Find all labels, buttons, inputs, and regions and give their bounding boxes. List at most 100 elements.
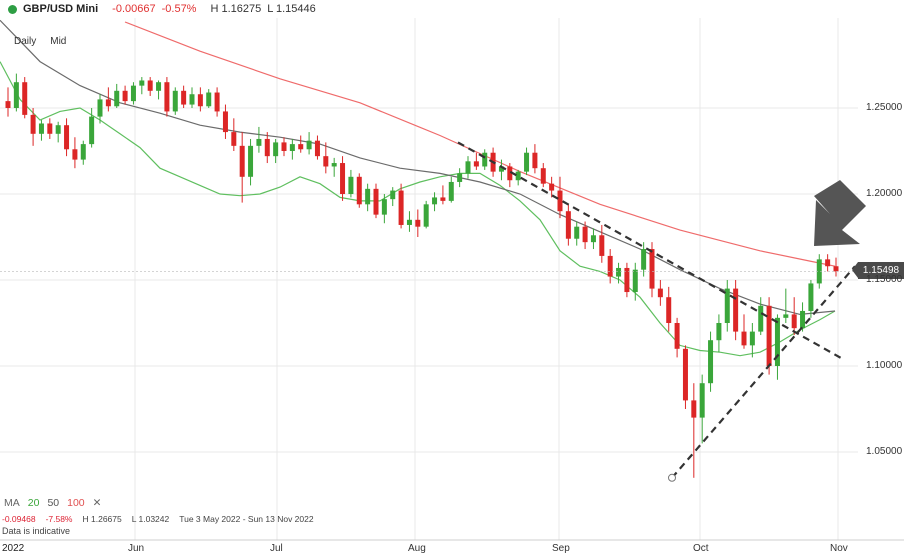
candle — [323, 142, 329, 174]
candle-body — [816, 259, 822, 284]
candle-body — [415, 219, 421, 227]
y-tick-label: 1.15000 — [866, 274, 903, 285]
candle — [766, 297, 772, 375]
chart-header: GBP/USD Mini -0.00667 -0.57% H 1.16275 L… — [0, 0, 904, 18]
candle-body — [47, 123, 53, 134]
candle-body — [524, 152, 530, 172]
candle-body — [72, 149, 78, 160]
close-icon[interactable]: ✕ — [92, 497, 102, 509]
candle-body — [323, 156, 329, 167]
ma50-label[interactable]: 50 — [47, 497, 60, 509]
candle-body — [89, 116, 95, 145]
candle — [340, 156, 346, 201]
candle — [80, 140, 86, 165]
candle — [800, 302, 806, 332]
candle — [373, 183, 379, 219]
candle — [281, 137, 287, 157]
ma-50-line — [0, 19, 836, 316]
chart-grid — [0, 18, 904, 541]
candle — [30, 108, 36, 146]
candle-body — [423, 204, 429, 227]
candle — [599, 224, 605, 263]
candle — [38, 120, 44, 141]
candle — [22, 77, 28, 119]
candle — [607, 249, 613, 284]
candle-body — [808, 283, 814, 311]
price-change: -0.00667 — [112, 3, 156, 15]
range-change-pct: -7.58% — [45, 514, 73, 524]
instrument-symbol[interactable]: GBP/USD Mini — [23, 3, 99, 15]
candle — [582, 221, 588, 250]
candle — [172, 87, 178, 115]
candle — [5, 87, 11, 117]
candle-body — [699, 383, 705, 418]
candle-body — [298, 144, 304, 150]
ma20-label[interactable]: 20 — [27, 497, 40, 509]
candle-body — [607, 255, 613, 277]
candle — [306, 132, 312, 155]
candle — [833, 257, 839, 277]
candle-body — [13, 82, 19, 108]
session-low: L 1.15446 — [267, 3, 316, 15]
x-tick-label: Sep — [552, 543, 570, 554]
candle-body — [381, 199, 387, 215]
candle — [758, 297, 764, 336]
candle — [448, 176, 454, 203]
candle — [616, 262, 622, 284]
interval-selector[interactable]: Daily — [14, 36, 37, 47]
range-dates: Tue 3 May 2022 - Sun 13 Nov 2022 — [179, 514, 314, 524]
candle-body — [248, 145, 254, 177]
candle-body — [97, 99, 103, 117]
candle — [398, 183, 404, 229]
candle — [381, 194, 387, 224]
candle — [231, 118, 237, 151]
candle — [641, 242, 647, 277]
candle — [390, 187, 396, 207]
candle — [816, 254, 822, 289]
x-tick-label: Nov — [830, 543, 848, 554]
candle-body — [398, 190, 404, 225]
candle-body — [306, 140, 312, 150]
candle — [256, 126, 262, 153]
candle — [206, 89, 212, 108]
candle-body — [356, 176, 362, 205]
ma100-label[interactable]: 100 — [67, 497, 85, 509]
y-tick-label: 1.10000 — [866, 360, 903, 371]
candle-body — [289, 144, 295, 151]
candle-body — [532, 152, 538, 169]
candle-body — [373, 188, 379, 215]
candle — [72, 137, 78, 169]
candle — [708, 331, 714, 392]
indicator-label[interactable]: MA — [4, 497, 20, 509]
price-change-pct: -0.57% — [161, 3, 197, 15]
candle — [298, 135, 304, 153]
candle-body — [130, 85, 136, 102]
range-change: -0.09468 — [2, 514, 36, 524]
candle-body — [657, 288, 663, 298]
candle-body — [38, 123, 44, 134]
candlestick-series — [5, 73, 839, 478]
candle-body — [791, 314, 797, 329]
candle — [147, 77, 153, 96]
moving-average-lines — [0, 19, 836, 357]
candle — [114, 83, 120, 108]
candle-body — [616, 267, 622, 277]
candle — [691, 383, 697, 478]
candle-body — [64, 125, 70, 150]
candle — [549, 176, 555, 198]
price-type-selector[interactable]: Mid — [50, 36, 67, 47]
candle — [632, 262, 638, 301]
candle-body — [432, 197, 438, 205]
candle-body — [825, 259, 831, 267]
candle — [733, 280, 739, 341]
candle-body — [273, 142, 279, 157]
candle-body — [758, 305, 764, 332]
candle-body — [5, 101, 11, 108]
last-price-tag: 1.15498 — [852, 262, 904, 279]
candle — [314, 135, 320, 160]
candle-body — [156, 82, 162, 91]
candle — [331, 157, 337, 177]
candle-body — [724, 288, 730, 323]
low-marker-circle — [668, 473, 676, 482]
